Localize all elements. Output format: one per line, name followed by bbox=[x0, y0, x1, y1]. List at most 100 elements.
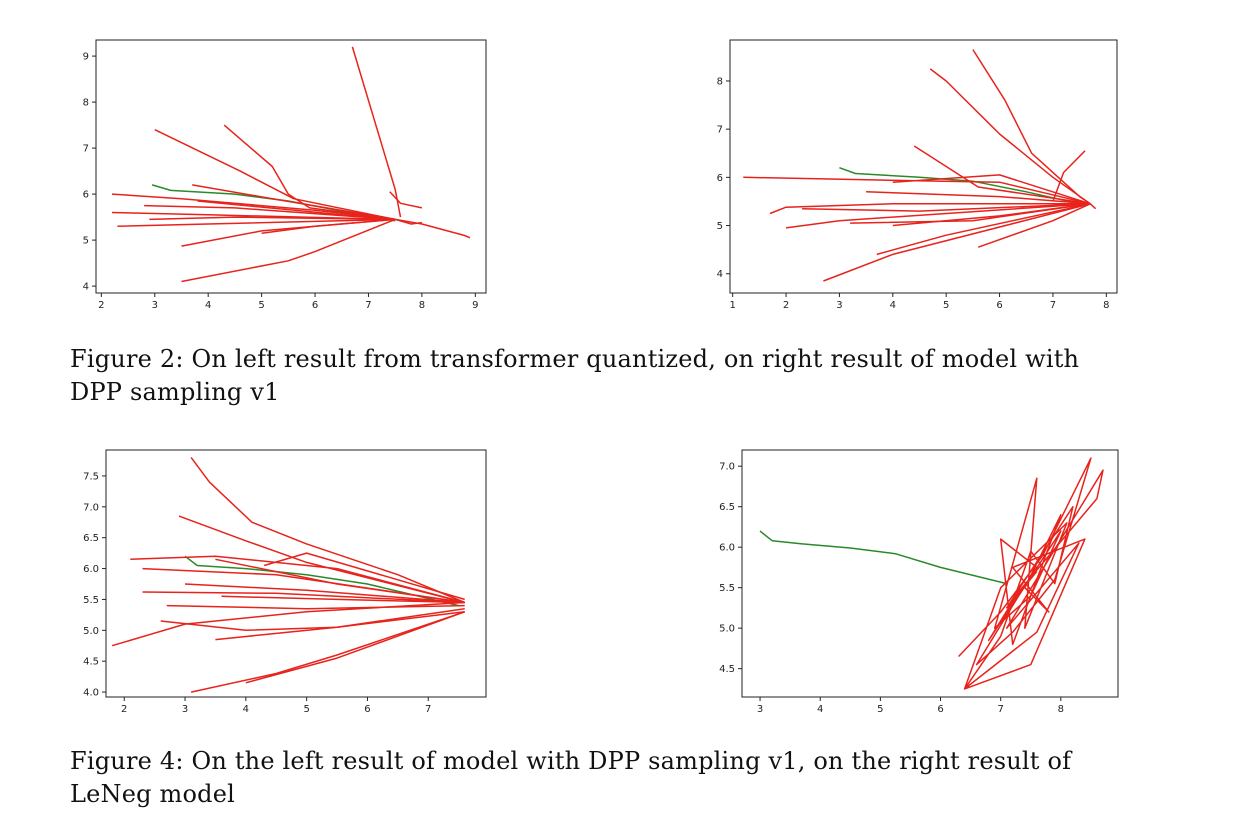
x-tick-label: 6 bbox=[996, 300, 1002, 311]
y-tick-label: 6 bbox=[83, 190, 89, 201]
plot-frame bbox=[105, 449, 487, 698]
red-trajectory-line bbox=[892, 174, 1091, 205]
red-trajectory-line bbox=[190, 611, 465, 693]
red-trajectory-line bbox=[351, 46, 402, 218]
x-tick-label: 2 bbox=[783, 300, 789, 311]
red-trajectory-line bbox=[1089, 203, 1097, 210]
red-trajectory-line bbox=[743, 176, 1091, 205]
chart-fig4-left: 2 3 4 5 6 7 4.0 4.5 5.0 5.5 6.0 6.5 7.0 7.5 bbox=[83, 449, 487, 715]
red-trajectory-line bbox=[245, 611, 465, 684]
x-tick-label: 2 bbox=[98, 300, 104, 311]
plot-frame bbox=[95, 39, 487, 294]
y-tick-label: 5 bbox=[83, 236, 89, 247]
x-tick-label: 3 bbox=[836, 300, 842, 311]
red-trajectory-line bbox=[184, 583, 465, 604]
red-trajectory-line bbox=[261, 218, 396, 234]
y-tick-label: 7.5 bbox=[83, 471, 99, 482]
y-tick-label: 5.0 bbox=[83, 626, 99, 637]
red-trajectory-line bbox=[394, 218, 422, 225]
y-tick-label: 5.0 bbox=[719, 624, 735, 635]
y-tick-label: 5 bbox=[717, 221, 723, 232]
figure-2-label: Figure 2: bbox=[70, 345, 184, 373]
y-tick-label: 4 bbox=[717, 269, 723, 280]
figure-4-label: Figure 4: bbox=[70, 747, 184, 775]
x-tick-label: 7 bbox=[998, 704, 1004, 715]
x-tick-label: 5 bbox=[303, 704, 309, 715]
x-tick-label: 7 bbox=[1050, 300, 1056, 311]
x-tick-label: 4 bbox=[817, 704, 823, 715]
y-tick-label: 4.5 bbox=[719, 664, 735, 675]
red-trajectory-line bbox=[769, 203, 1091, 215]
x-tick-label: 4 bbox=[243, 704, 249, 715]
y-tick-label: 8 bbox=[717, 76, 723, 87]
red-trajectory-line bbox=[197, 200, 396, 221]
red-trajectory-line bbox=[389, 191, 423, 209]
x-tick-label: 7 bbox=[425, 704, 431, 715]
red-trajectory-line bbox=[178, 515, 465, 604]
x-tick-label: 1 bbox=[729, 300, 735, 311]
red-trajectory-line bbox=[149, 216, 396, 221]
x-tick-label: 6 bbox=[312, 300, 318, 311]
red-trajectory-line bbox=[823, 203, 1091, 282]
x-tick-label: 6 bbox=[364, 704, 370, 715]
y-tick-label: 6.5 bbox=[719, 502, 735, 513]
x-tick-label: 7 bbox=[365, 300, 371, 311]
red-trajectory-line bbox=[977, 203, 1091, 248]
x-tick-label: 3 bbox=[182, 704, 188, 715]
x-tick-label: 9 bbox=[472, 300, 478, 311]
x-tick-label: 5 bbox=[258, 300, 264, 311]
red-trajectory-line bbox=[958, 457, 1104, 690]
x-tick-label: 8 bbox=[1058, 704, 1064, 715]
x-tick-label: 5 bbox=[943, 300, 949, 311]
x-tick-label: 4 bbox=[205, 300, 211, 311]
figure-2-caption: Figure 2: On left result from transforme… bbox=[70, 343, 1130, 409]
x-tick-label: 3 bbox=[757, 704, 763, 715]
plot-frame bbox=[741, 449, 1119, 698]
green-trajectory-line bbox=[759, 530, 1007, 585]
red-trajectory-line bbox=[221, 595, 465, 604]
y-tick-label: 6 bbox=[717, 173, 723, 184]
figure-4-text: On the left result of model with DPP sam… bbox=[70, 747, 1072, 808]
red-trajectory-line bbox=[154, 129, 396, 221]
red-trajectory-line bbox=[192, 184, 396, 221]
x-tick-label: 6 bbox=[937, 704, 943, 715]
red-trajectory-line bbox=[972, 49, 1091, 205]
red-trajectory-line bbox=[892, 203, 1091, 227]
green-trajectory-line bbox=[839, 166, 1080, 205]
x-tick-label: 3 bbox=[152, 300, 158, 311]
y-tick-label: 7 bbox=[83, 144, 89, 155]
x-tick-label: 2 bbox=[121, 704, 127, 715]
figure-4-caption: Figure 4: On the left result of model wi… bbox=[70, 745, 1130, 811]
red-trajectory-line bbox=[395, 218, 471, 239]
figure-2-text: On left result from transformer quantize… bbox=[70, 345, 1080, 406]
y-tick-label: 4 bbox=[83, 282, 89, 293]
red-trajectory-line bbox=[223, 124, 396, 221]
red-trajectory-line bbox=[876, 203, 1091, 256]
y-tick-label: 7.0 bbox=[719, 462, 735, 473]
plot-frame bbox=[729, 39, 1118, 294]
x-tick-label: 8 bbox=[1103, 300, 1109, 311]
red-trajectory-line bbox=[181, 218, 396, 283]
red-trajectory-line bbox=[802, 203, 1091, 212]
red-trajectory-line bbox=[166, 604, 465, 610]
chart-fig2-right: 1 2 3 4 5 6 7 8 4 5 6 7 8 bbox=[717, 39, 1118, 311]
red-trajectory-line bbox=[929, 68, 1091, 205]
red-trajectory-line bbox=[215, 558, 465, 604]
red-trajectory-line bbox=[117, 218, 396, 228]
red-trajectory-line bbox=[263, 552, 465, 601]
red-trajectory-line bbox=[785, 203, 1091, 229]
y-tick-label: 8 bbox=[83, 98, 89, 109]
red-trajectory-line bbox=[190, 456, 465, 604]
y-tick-label: 6.5 bbox=[83, 533, 99, 544]
red-trajectory-line bbox=[1052, 150, 1086, 202]
red-trajectory-line bbox=[144, 204, 396, 221]
y-tick-label: 7 bbox=[717, 125, 723, 136]
y-tick-label: 4.5 bbox=[83, 657, 99, 668]
y-tick-label: 6.0 bbox=[719, 543, 735, 554]
y-tick-label: 9 bbox=[83, 52, 89, 63]
y-tick-label: 6.0 bbox=[83, 564, 99, 575]
x-tick-label: 5 bbox=[877, 704, 883, 715]
y-tick-label: 7.0 bbox=[83, 502, 99, 513]
y-tick-label: 4.0 bbox=[83, 688, 99, 699]
y-tick-label: 5.5 bbox=[83, 595, 99, 606]
